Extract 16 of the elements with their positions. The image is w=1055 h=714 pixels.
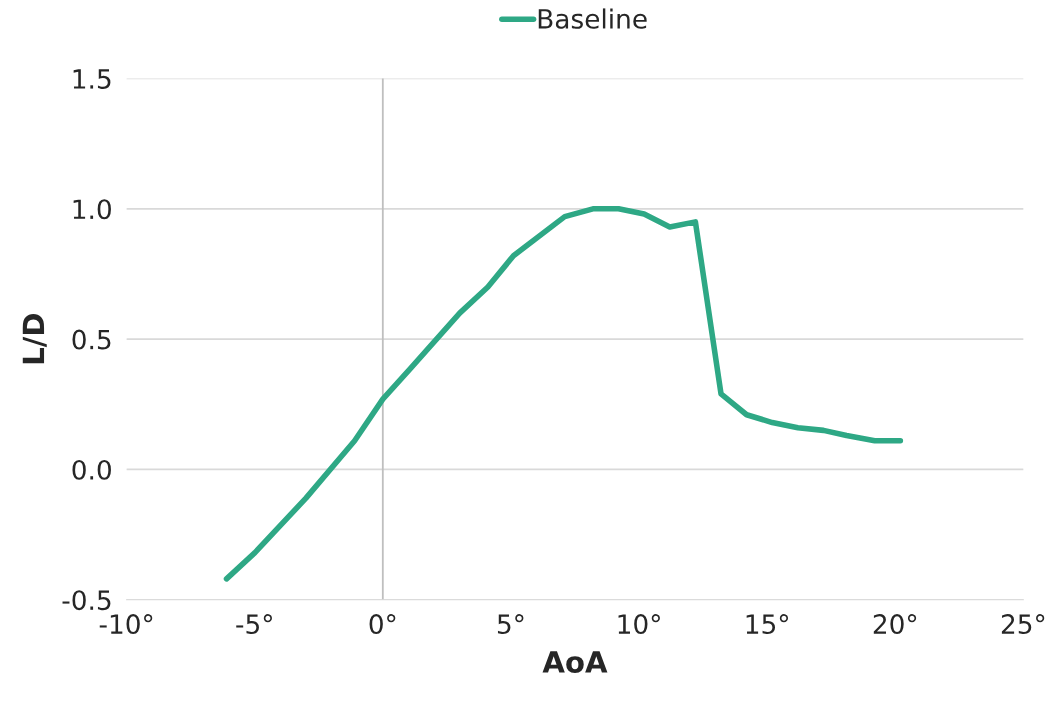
- y-tick-label: 1.5: [73, 69, 111, 89]
- x-tick-label: 20°: [873, 614, 917, 635]
- y-tick-label: 1.0: [73, 199, 111, 220]
- x-tick-label: 15°: [746, 614, 789, 635]
- x-tick-label: -5°: [236, 614, 272, 635]
- x-tick-label: 5°: [497, 614, 524, 635]
- y-tick-label: 0.0: [72, 459, 111, 480]
- y-tick-label: -0.5: [62, 590, 111, 611]
- x-tick-label: -10°: [99, 614, 153, 635]
- y-axis-title: L/D: [22, 313, 47, 364]
- legend-label: Baseline: [538, 8, 647, 29]
- x-tick-label: 25°: [1001, 614, 1045, 635]
- x-tick-label: 10°: [618, 614, 660, 635]
- x-axis-title: AoA: [542, 651, 608, 673]
- x-tick-label: 0°: [369, 614, 396, 635]
- y-tick-label: 0.5: [72, 329, 111, 350]
